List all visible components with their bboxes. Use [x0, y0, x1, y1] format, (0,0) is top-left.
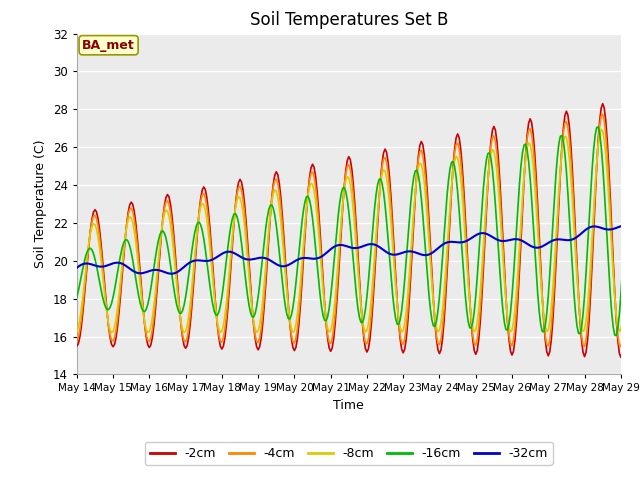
Title: Soil Temperatures Set B: Soil Temperatures Set B — [250, 11, 448, 29]
Legend: -2cm, -4cm, -8cm, -16cm, -32cm: -2cm, -4cm, -8cm, -16cm, -32cm — [145, 442, 553, 465]
Text: BA_met: BA_met — [82, 39, 135, 52]
X-axis label: Time: Time — [333, 399, 364, 412]
Y-axis label: Soil Temperature (C): Soil Temperature (C) — [34, 140, 47, 268]
